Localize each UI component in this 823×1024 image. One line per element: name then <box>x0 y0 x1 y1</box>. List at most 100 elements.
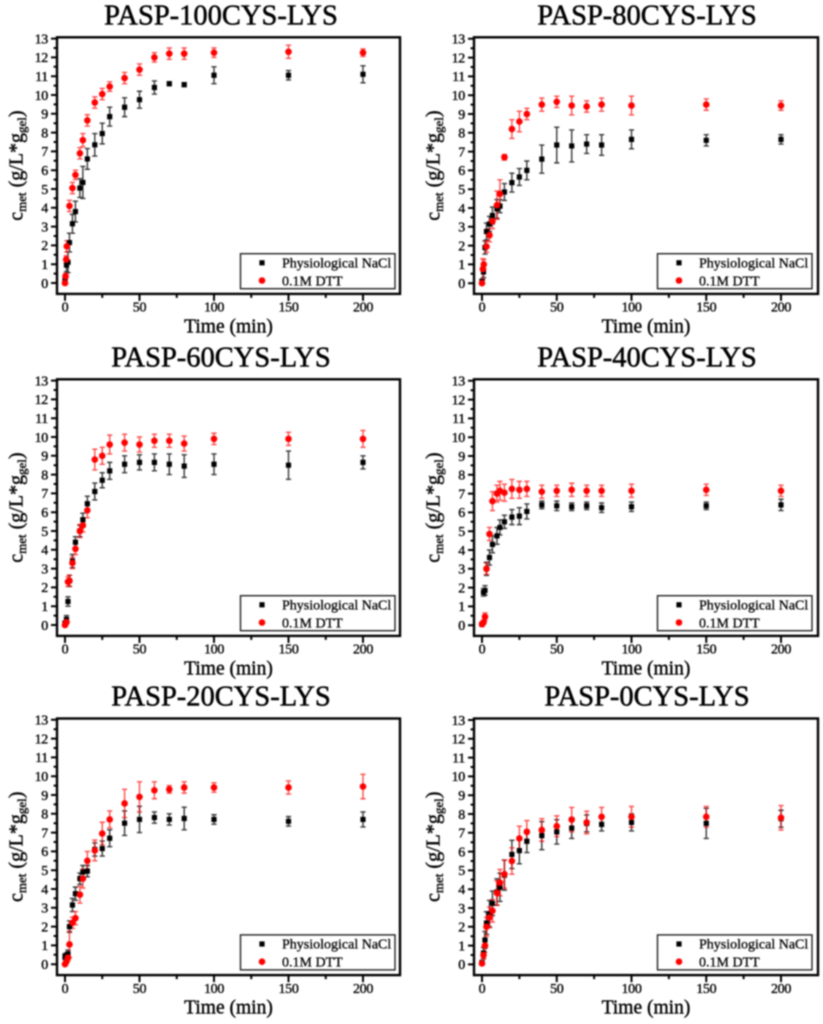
svg-text:150: 150 <box>696 301 716 316</box>
svg-text:200: 200 <box>771 982 791 997</box>
svg-text:5: 5 <box>41 864 48 879</box>
svg-text:7: 7 <box>458 487 465 502</box>
svg-text:4: 4 <box>458 883 465 898</box>
svg-text:0: 0 <box>479 982 486 997</box>
svg-text:Physiological NaCl: Physiological NaCl <box>282 599 391 614</box>
svg-text:200: 200 <box>771 643 791 658</box>
svg-text:150: 150 <box>696 982 716 997</box>
svg-text:11: 11 <box>452 751 465 766</box>
svg-text:5: 5 <box>458 864 465 879</box>
svg-text:0.1M DTT: 0.1M DTT <box>282 616 343 631</box>
svg-text:6: 6 <box>41 845 48 860</box>
svg-text:0: 0 <box>62 643 69 658</box>
svg-text:Physiological NaCl: Physiological NaCl <box>282 938 391 953</box>
svg-text:9: 9 <box>458 108 465 123</box>
svg-text:Time (min): Time (min) <box>184 658 273 679</box>
svg-text:Time (min): Time (min) <box>602 658 691 679</box>
svg-text:1: 1 <box>41 258 48 273</box>
svg-text:12: 12 <box>35 51 49 66</box>
svg-text:2: 2 <box>41 920 48 935</box>
svg-text:11: 11 <box>35 70 48 85</box>
svg-text:3: 3 <box>41 220 48 235</box>
svg-text:8: 8 <box>41 468 48 483</box>
svg-text:3: 3 <box>41 902 48 917</box>
svg-text:Physiological NaCl: Physiological NaCl <box>282 257 391 272</box>
svg-text:100: 100 <box>621 301 641 316</box>
svg-text:3: 3 <box>458 902 465 917</box>
svg-text:100: 100 <box>621 643 641 658</box>
svg-text:50: 50 <box>133 643 147 658</box>
svg-text:100: 100 <box>204 643 224 658</box>
svg-text:4: 4 <box>41 202 48 217</box>
svg-text:0.1M DTT: 0.1M DTT <box>699 616 760 631</box>
svg-text:12: 12 <box>452 393 466 408</box>
svg-text:10: 10 <box>452 89 466 104</box>
svg-text:150: 150 <box>696 643 716 658</box>
svg-text:8: 8 <box>458 127 465 142</box>
svg-text:cmet (g/L*ggel): cmet (g/L*ggel) <box>423 452 446 562</box>
svg-text:Physiological NaCl: Physiological NaCl <box>699 257 808 272</box>
svg-text:12: 12 <box>35 732 49 747</box>
svg-text:cmet (g/L*ggel): cmet (g/L*ggel) <box>6 110 29 220</box>
svg-text:8: 8 <box>41 126 48 141</box>
svg-text:1: 1 <box>41 939 48 954</box>
svg-text:9: 9 <box>458 789 465 804</box>
svg-text:4: 4 <box>458 202 465 217</box>
svg-text:5: 5 <box>41 183 48 198</box>
svg-text:13: 13 <box>35 32 49 47</box>
svg-text:150: 150 <box>278 301 298 316</box>
svg-text:6: 6 <box>458 845 465 860</box>
svg-text:4: 4 <box>41 544 48 559</box>
svg-text:9: 9 <box>41 108 48 123</box>
svg-text:11: 11 <box>452 70 465 85</box>
svg-text:0: 0 <box>62 982 69 997</box>
svg-text:13: 13 <box>452 375 466 390</box>
svg-text:cmet (g/L*ggel): cmet (g/L*ggel) <box>6 792 29 902</box>
svg-text:9: 9 <box>41 789 48 804</box>
svg-text:12: 12 <box>452 51 466 66</box>
svg-text:10: 10 <box>35 431 49 446</box>
svg-text:10: 10 <box>452 431 466 446</box>
svg-text:0: 0 <box>458 277 465 292</box>
svg-text:2: 2 <box>458 921 465 936</box>
svg-text:10: 10 <box>35 770 49 785</box>
svg-text:12: 12 <box>452 733 466 748</box>
svg-text:0: 0 <box>41 619 48 634</box>
svg-text:11: 11 <box>35 751 48 766</box>
svg-text:cmet (g/L*ggel): cmet (g/L*ggel) <box>6 452 29 562</box>
svg-text:10: 10 <box>35 89 49 104</box>
svg-text:11: 11 <box>452 412 465 427</box>
svg-text:50: 50 <box>550 301 564 316</box>
svg-text:12: 12 <box>35 393 49 408</box>
svg-text:cmet (g/L*ggel): cmet (g/L*ggel) <box>423 792 446 902</box>
svg-text:100: 100 <box>621 982 641 997</box>
svg-text:1: 1 <box>458 939 465 954</box>
svg-text:0: 0 <box>41 958 48 973</box>
svg-text:4: 4 <box>41 883 48 898</box>
svg-text:Time (min): Time (min) <box>602 998 691 1019</box>
svg-text:PASP-100CYS-LYS: PASP-100CYS-LYS <box>104 1 338 32</box>
svg-text:0.1M DTT: 0.1M DTT <box>282 274 343 289</box>
svg-text:Physiological NaCl: Physiological NaCl <box>699 599 808 614</box>
svg-text:Physiological NaCl: Physiological NaCl <box>699 938 808 953</box>
svg-text:3: 3 <box>458 221 465 236</box>
svg-text:7: 7 <box>41 145 48 160</box>
svg-text:0: 0 <box>479 301 486 316</box>
svg-text:8: 8 <box>458 808 465 823</box>
svg-text:8: 8 <box>458 469 465 484</box>
svg-text:10: 10 <box>452 770 466 785</box>
svg-text:200: 200 <box>771 301 791 316</box>
svg-text:13: 13 <box>452 33 466 48</box>
svg-text:11: 11 <box>35 412 48 427</box>
svg-text:cmet (g/L*ggel): cmet (g/L*ggel) <box>423 110 446 220</box>
svg-text:2: 2 <box>41 581 48 596</box>
svg-text:7: 7 <box>458 145 465 160</box>
svg-text:13: 13 <box>35 374 49 389</box>
svg-text:5: 5 <box>41 525 48 540</box>
svg-text:2: 2 <box>458 581 465 596</box>
svg-text:50: 50 <box>550 643 564 658</box>
svg-text:150: 150 <box>278 982 298 997</box>
svg-text:7: 7 <box>41 487 48 502</box>
svg-text:1: 1 <box>458 600 465 615</box>
svg-text:13: 13 <box>452 714 466 729</box>
